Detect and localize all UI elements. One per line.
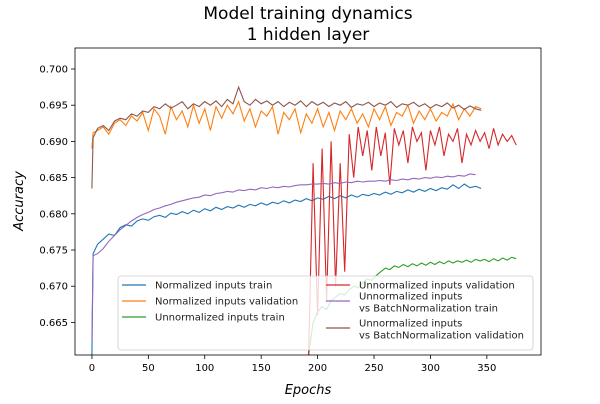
x-tick-label: 200 [308,363,327,374]
legend-label: Normalized inputs train [155,281,272,292]
series-line-0 [91,183,482,356]
y-tick-label: 0.670 [39,282,68,293]
legend-label: Unnormalized inputs validation [359,281,515,292]
y-tick-label: 0.675 [39,246,68,257]
x-tick-label: 150 [252,363,271,374]
y-tick-label: 0.685 [39,173,68,184]
x-tick-label: 100 [195,363,214,374]
x-axis-label: Epochs [285,383,332,398]
y-tick-label: 0.665 [39,318,68,329]
y-axis-label: Accuracy [12,171,27,232]
legend-label: Unnormalized inputs vs BatchNormalization… [359,319,524,342]
x-tick-label: 0 [89,363,95,374]
y-tick-label: 0.695 [39,101,68,112]
series-line-4 [91,173,476,341]
x-axis: 0 50 100 150 200 250 300 350 [89,355,496,374]
legend-label: Unnormalized inputs vs BatchNormalization… [359,292,498,315]
y-tick-label: 0.680 [39,209,68,220]
x-tick-label: 300 [421,363,440,374]
legend-box [117,275,534,351]
y-axis: 0.665 0.670 0.675 0.680 0.685 0.690 0.695 0.700 [39,64,75,329]
series-line-3 [308,126,517,356]
x-tick-label: 350 [477,363,496,374]
legend-label: Unnormalized inputs train [155,313,285,324]
series-line-1 [91,100,482,149]
plot-frame [74,47,542,356]
chart-subtitle: 1 hidden layer [247,25,370,45]
y-tick-label: 0.700 [39,64,68,75]
chart-title: Model training dynamics [203,4,412,24]
series-line-5 [91,85,482,189]
y-tick-label: 0.690 [39,137,68,148]
x-tick-label: 50 [142,363,155,374]
legend: Normalized inputs train Normalized inputs… [117,275,534,351]
x-tick-label: 250 [364,363,383,374]
legend-label: Normalized inputs validation [155,297,298,308]
